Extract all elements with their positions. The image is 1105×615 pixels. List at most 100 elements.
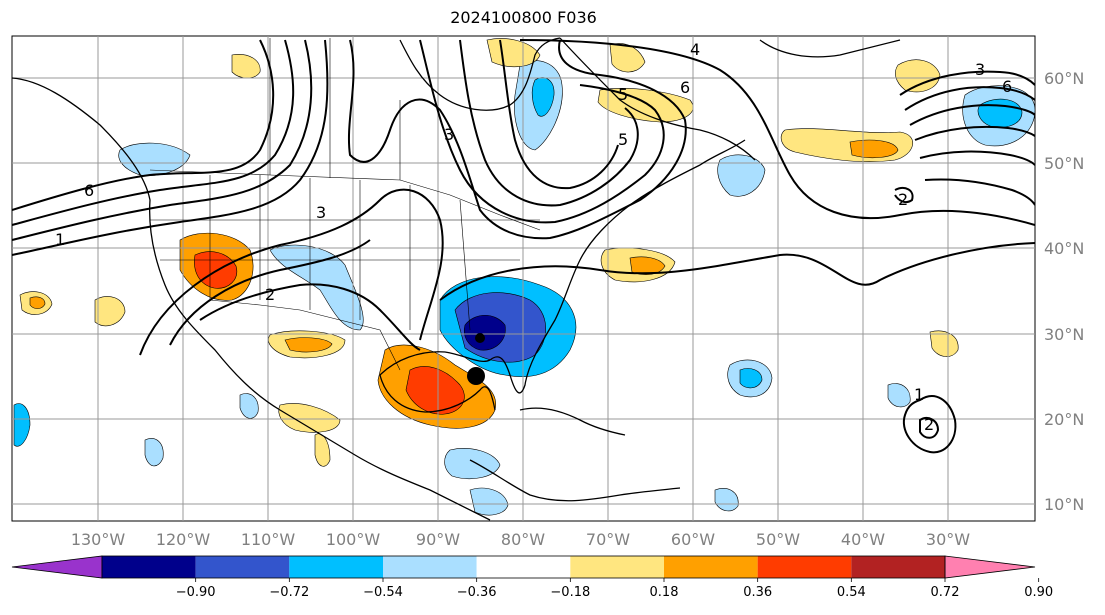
contour-line (12, 39, 275, 211)
map-title: 2024100800 F036 (450, 8, 597, 27)
contour-line (909, 104, 1035, 126)
colorbar-segment (383, 556, 477, 578)
contour-line (419, 39, 665, 224)
lat-label: 50°N (1044, 154, 1084, 173)
lon-label: 110°W (241, 530, 296, 549)
contour-line (12, 39, 295, 226)
colorbar-tick-label: −0.90 (176, 585, 216, 600)
contour-closed-low (902, 395, 957, 454)
coastline-south-america (469, 459, 681, 502)
shaded-region-tropical-atlantic-negative (887, 383, 911, 408)
coastline-gulf-west (379, 374, 496, 413)
colorbar-segment (851, 556, 945, 578)
colorbar-extend-high (944, 555, 1036, 579)
shaded-region-tropical-pacific-negative (144, 438, 164, 467)
contour-label: 5 (618, 130, 628, 149)
colorbar-segment (195, 556, 290, 578)
contour-line (924, 178, 1035, 206)
shaded-region-mexico-core (284, 337, 333, 353)
lon-label: 120°W (156, 530, 211, 549)
border-state-6 (459, 199, 471, 331)
shaded-region-gulf-alaska-positive (231, 54, 261, 79)
lon-label: 50°W (756, 530, 800, 549)
contour-label: 2 (924, 415, 934, 434)
contour-line (12, 39, 329, 256)
colorbar: −0.90 −0.72 −0.54 −0.36 −0.18 0.18 0.36 0.54 0.7… (11, 555, 1053, 600)
colorbar-tick-label: 0.72 (931, 585, 960, 600)
storm-track-marker (475, 333, 485, 343)
shaded-region-east-atlantic-positive (929, 330, 959, 357)
contours (12, 39, 1035, 454)
lon-label: 60°W (671, 530, 715, 549)
contour-label: 6 (680, 78, 690, 97)
shaded-region-pacific-negative (13, 403, 31, 447)
contour-line (919, 150, 1035, 166)
colorbar-segment (102, 556, 196, 578)
shaded-region-pacific-nw-negative (118, 142, 191, 176)
shaded-region-gulf-strong (405, 366, 465, 415)
colorbar-segment (476, 556, 571, 578)
contour-label: 3 (316, 203, 326, 222)
contour-label: 3 (444, 125, 454, 144)
contour-line (439, 242, 1035, 301)
lon-label: 70°W (586, 530, 630, 549)
contour-label: 1 (55, 230, 65, 249)
shaded-region-east-pacific-positive (94, 296, 126, 327)
shaded-region-baffin-positive (609, 43, 646, 73)
colorbar-tick-label: 0.18 (650, 585, 679, 600)
shaded-region-ne-atlantic-core (977, 98, 1023, 128)
border-us-mexico (209, 299, 401, 371)
colorbar-extend-low (11, 555, 103, 579)
coastline-caribbean (519, 407, 626, 436)
contour-small-loop (894, 187, 914, 204)
contour-label: 2 (898, 190, 908, 209)
shaded-region-south-atlantic-negative (714, 488, 739, 512)
colorbar-tick-label: 0.36 (743, 585, 772, 600)
contour-closed-low-inner (919, 417, 940, 439)
colorbar-tick-label: −0.72 (269, 585, 309, 600)
lat-label: 10°N (1044, 495, 1084, 514)
shaded-region-canada-core (531, 77, 555, 117)
shaded-region-greenland-positive (895, 59, 941, 93)
shaded-region-pacific-mexico-positive (278, 403, 341, 433)
storm-center-marker (467, 367, 485, 385)
contour-label: 5 (618, 85, 628, 104)
colorbar-segment (289, 556, 383, 578)
lon-label: 100°W (326, 530, 381, 549)
contour-label: 4 (690, 40, 700, 59)
coastline-atlantic (379, 139, 746, 394)
shaded-region-newfoundland-negative (717, 154, 766, 197)
contour-line (519, 39, 1035, 226)
contour-line (499, 39, 619, 190)
contour-line (169, 239, 371, 346)
lon-label: 90°W (416, 530, 460, 549)
colorbar-segment (757, 556, 852, 578)
coastlines (12, 37, 901, 521)
contour-label: 6 (84, 181, 94, 200)
contour-line (904, 86, 1035, 111)
lon-label: 40°W (841, 530, 885, 549)
colorbar-segment (664, 556, 758, 578)
contour-line (12, 39, 313, 241)
coastline-hudson-bay (399, 37, 561, 111)
colorbar-tick-label: 0.90 (1024, 585, 1053, 600)
lon-label: 80°W (501, 530, 545, 549)
shaded-region-se-us-core (463, 314, 506, 351)
colorbar-tick-label: −0.54 (363, 585, 403, 600)
shaded-region-far-pacific-core (29, 296, 46, 309)
political-borders (149, 38, 541, 371)
coastline-greenland (759, 39, 901, 58)
lat-label: 40°N (1044, 239, 1084, 258)
coastline-pacific (12, 77, 491, 521)
shaded-region-central-america-negative (444, 448, 501, 479)
lat-label: 30°N (1044, 325, 1084, 344)
lat-label: 60°N (1044, 69, 1084, 88)
coastline-labrador (559, 37, 756, 161)
contour-line (459, 39, 639, 207)
contour-label: 1 (914, 385, 924, 404)
graticule (12, 36, 1035, 521)
colorbar-tick-label: −0.36 (457, 585, 497, 600)
colorbar-segment (570, 556, 664, 578)
shaded-region-central-atlantic-core (739, 368, 763, 389)
colorbar-tick-label: −0.18 (550, 585, 590, 600)
